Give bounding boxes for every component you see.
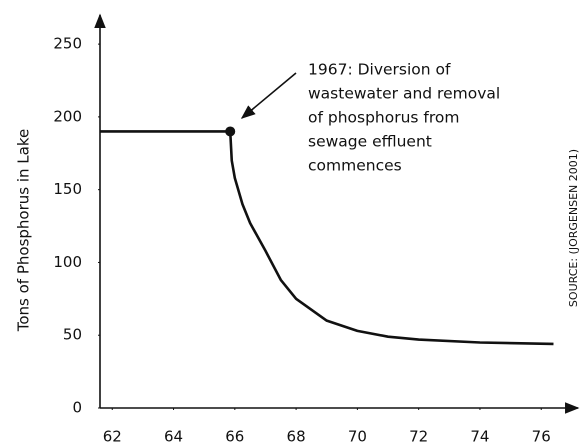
y-tick-label: 150 (53, 180, 82, 198)
x-tick-label: 72 (409, 428, 428, 446)
x-tick-label: 68 (287, 428, 306, 446)
x-tick-label: 66 (225, 428, 244, 446)
x-tick-label: 70 (348, 428, 367, 446)
annotation-line: wastewater and removal (308, 85, 500, 103)
y-tick-label: 100 (53, 253, 82, 271)
y-tick-label: 200 (53, 107, 82, 125)
y-axis-label: Tons of Phosphorus in Lake (15, 129, 33, 333)
annotation-line: 1967: Diversion of (308, 61, 451, 79)
x-tick-label: 64 (164, 428, 183, 446)
y-tick-label: 0 (72, 399, 82, 417)
annotation-arrow (240, 72, 297, 119)
annotation-line: sewage effluent (308, 133, 432, 151)
annotation-line: of phosphorus from (308, 109, 460, 127)
annotation-line: commences (308, 157, 402, 175)
event-marker (225, 126, 236, 137)
y-tick-label: 250 (53, 35, 82, 53)
x-tick-label: 62 (103, 428, 122, 446)
y-tick-label: 50 (63, 326, 82, 344)
x-tick-label: 76 (532, 428, 551, 446)
source-note: SOURCE: (JORGENSEN 2001) (567, 149, 580, 307)
series-line (100, 130, 554, 346)
x-tick-label: 74 (470, 428, 489, 446)
